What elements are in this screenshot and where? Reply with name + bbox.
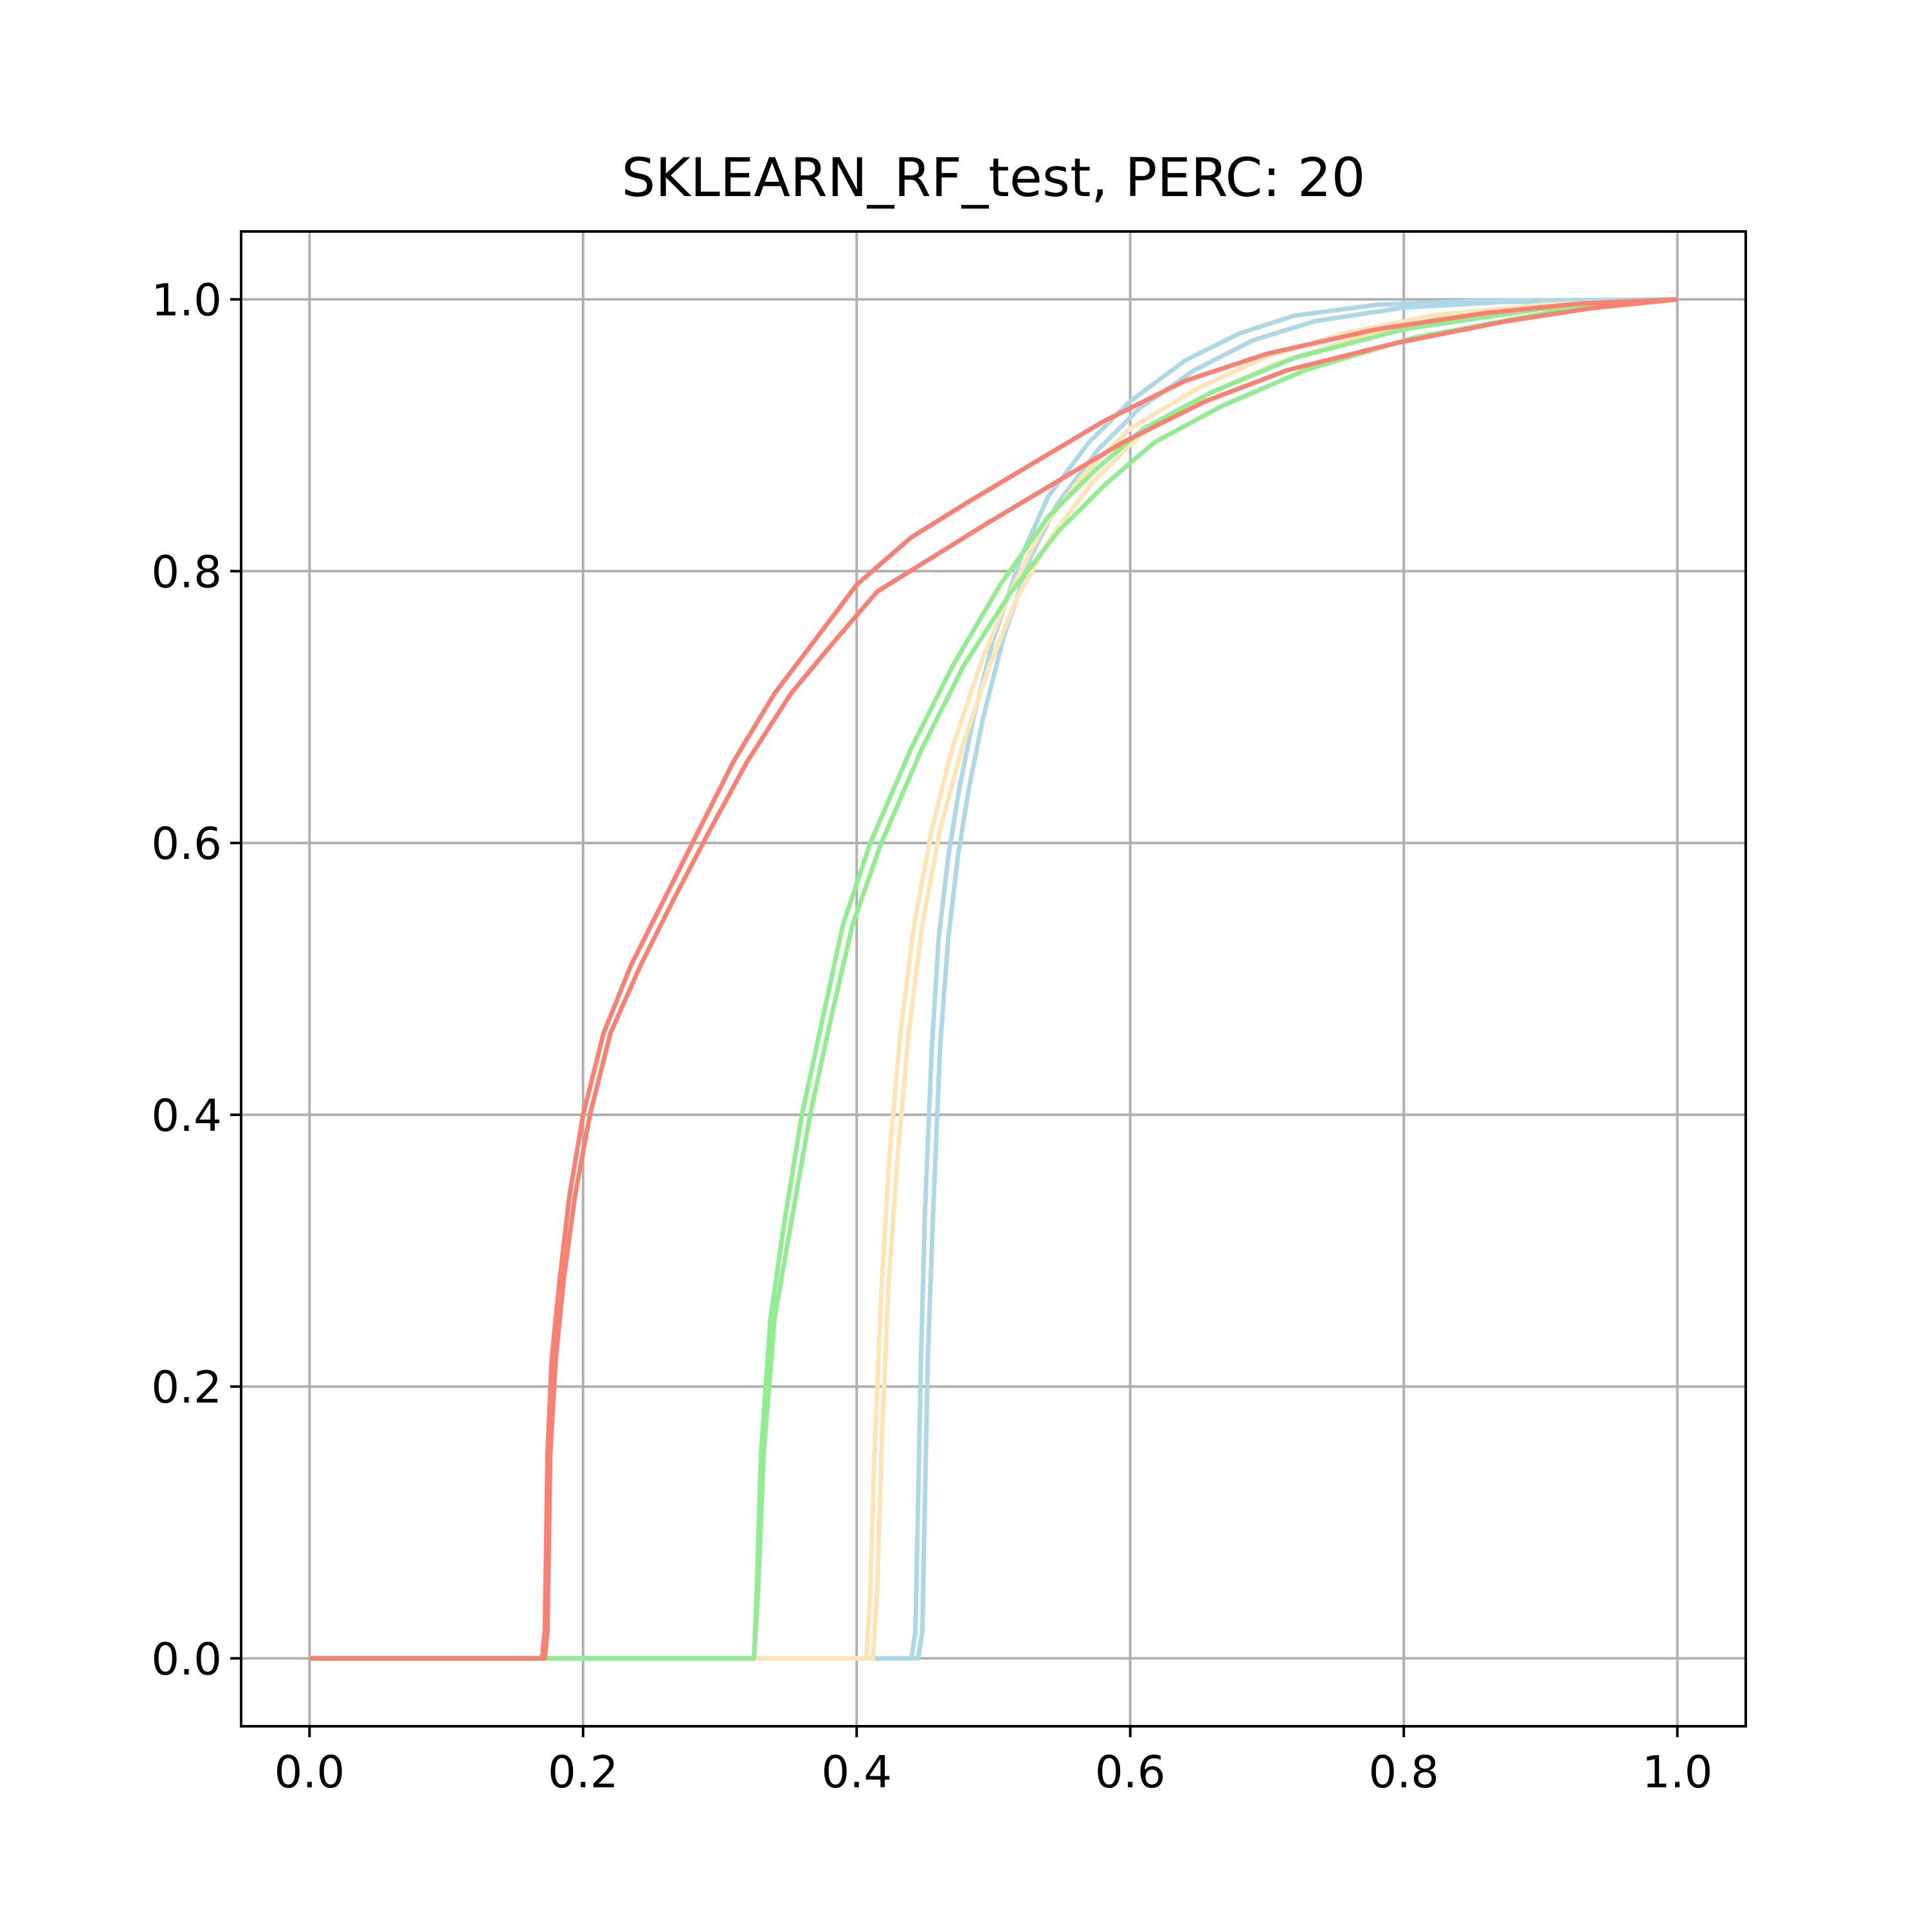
y-tick-label: 0.4 xyxy=(151,1090,222,1142)
y-tick-label: 0.6 xyxy=(151,818,222,870)
x-tick-label: 0.0 xyxy=(274,1747,345,1798)
series-layer xyxy=(309,297,1678,1661)
x-tick-label: 1.0 xyxy=(1642,1747,1713,1798)
chart-title: SKLEARN_RF_test, PERC: 20 xyxy=(622,147,1366,209)
y-tick-label: 0.8 xyxy=(151,546,222,598)
plot-frame xyxy=(240,230,1747,1728)
y-tick-label: 0.2 xyxy=(151,1362,222,1414)
grid xyxy=(241,231,1746,1726)
y-tick-label: 1.0 xyxy=(151,275,222,327)
series-line-5 xyxy=(309,297,1678,1661)
series-line-2 xyxy=(309,297,1678,1661)
x-tick-label: 0.8 xyxy=(1368,1747,1439,1798)
x-tick-label: 0.6 xyxy=(1095,1747,1166,1798)
series-line-8 xyxy=(309,297,1678,1661)
ticks: 0.0 0.2 0.4 0.6 0.8 1.0 0.0 0.2 0.4 0.6 0.8 1.0 xyxy=(151,275,1712,1798)
x-tick-label: 0.4 xyxy=(821,1747,892,1798)
x-tick-label: 0.2 xyxy=(548,1747,619,1798)
series-line-7 xyxy=(309,297,1678,1661)
series-line-6 xyxy=(309,297,1678,1661)
y-tick-label: 0.0 xyxy=(151,1634,222,1685)
